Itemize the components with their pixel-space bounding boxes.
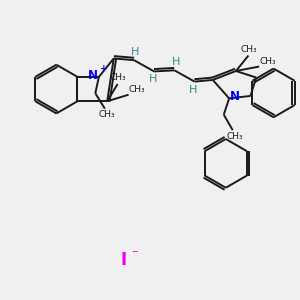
Text: ⁻: ⁻ xyxy=(131,248,138,261)
Text: CH₃: CH₃ xyxy=(129,85,145,94)
Text: H: H xyxy=(149,74,157,85)
Text: H: H xyxy=(131,47,139,57)
Text: CH₃: CH₃ xyxy=(240,44,257,53)
Text: N: N xyxy=(230,90,240,104)
Text: CH₃: CH₃ xyxy=(259,57,276,66)
Text: H: H xyxy=(189,85,198,94)
Text: CH₃: CH₃ xyxy=(98,110,115,119)
Text: N: N xyxy=(88,69,98,82)
Text: I: I xyxy=(120,251,126,269)
Text: CH₃: CH₃ xyxy=(226,132,243,141)
Text: CH₃: CH₃ xyxy=(110,73,126,82)
Text: H: H xyxy=(171,57,180,67)
Text: +: + xyxy=(100,64,107,73)
